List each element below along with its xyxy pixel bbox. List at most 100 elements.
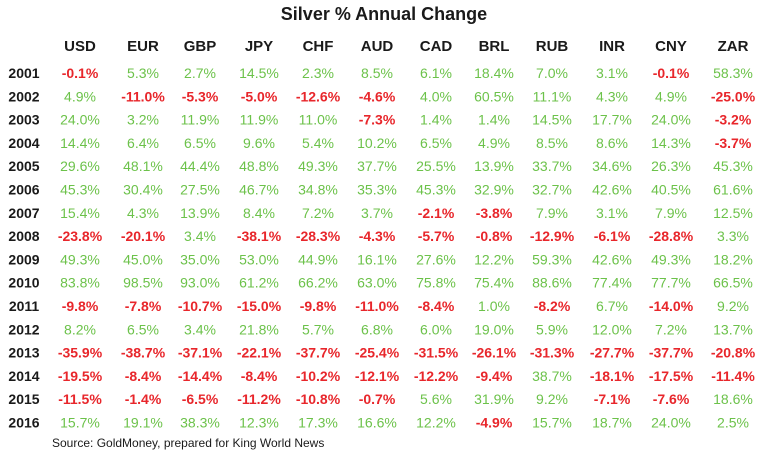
cell-2012-inr: 12.0% bbox=[592, 321, 632, 337]
cell-2008-cny: -28.8% bbox=[649, 228, 694, 244]
row-year-2012: 2012 bbox=[8, 321, 39, 337]
cell-2003-cny: 24.0% bbox=[651, 112, 691, 128]
column-header-inr: INR bbox=[599, 38, 625, 55]
cell-2014-aud: -12.1% bbox=[355, 368, 400, 384]
cell-2014-eur: -8.4% bbox=[125, 368, 162, 384]
cell-2007-eur: 4.3% bbox=[127, 205, 159, 221]
cell-2010-cad: 75.8% bbox=[416, 275, 456, 291]
cell-2006-eur: 30.4% bbox=[123, 182, 163, 198]
row-year-2003: 2003 bbox=[8, 112, 39, 128]
cell-2004-chf: 5.4% bbox=[302, 135, 334, 151]
cell-2001-chf: 2.3% bbox=[302, 65, 334, 81]
cell-2011-cny: -14.0% bbox=[649, 298, 694, 314]
cell-2011-usd: -9.8% bbox=[62, 298, 99, 314]
cell-2003-cad: 1.4% bbox=[420, 112, 452, 128]
row-year-2002: 2002 bbox=[8, 88, 39, 104]
cell-2002-eur: -11.0% bbox=[121, 88, 165, 104]
cell-2002-cny: 4.9% bbox=[655, 88, 687, 104]
cell-2009-inr: 42.6% bbox=[592, 251, 632, 267]
cell-2011-chf: -9.8% bbox=[300, 298, 337, 314]
cell-2004-cny: 14.3% bbox=[651, 135, 691, 151]
cell-2008-eur: -20.1% bbox=[121, 228, 166, 244]
cell-2015-eur: -1.4% bbox=[125, 391, 162, 407]
cell-2002-jpy: -5.0% bbox=[241, 88, 278, 104]
cell-2010-usd: 83.8% bbox=[60, 275, 100, 291]
cell-2001-rub: 7.0% bbox=[536, 65, 568, 81]
column-header-zar: ZAR bbox=[718, 38, 749, 55]
column-header-gbp: GBP bbox=[184, 38, 217, 55]
cell-2009-rub: 59.3% bbox=[532, 251, 572, 267]
column-header-chf: CHF bbox=[303, 38, 334, 55]
cell-2002-chf: -12.6% bbox=[296, 88, 341, 104]
cell-2013-zar: -20.8% bbox=[711, 345, 756, 361]
cell-2006-jpy: 46.7% bbox=[239, 182, 279, 198]
row-year-2006: 2006 bbox=[8, 182, 39, 198]
cell-2005-jpy: 48.8% bbox=[239, 158, 279, 174]
cell-2003-inr: 17.7% bbox=[592, 112, 632, 128]
cell-2015-chf: -10.8% bbox=[296, 391, 341, 407]
cell-2010-aud: 63.0% bbox=[357, 275, 397, 291]
cell-2010-eur: 98.5% bbox=[123, 275, 163, 291]
cell-2002-usd: 4.9% bbox=[64, 88, 96, 104]
cell-2004-jpy: 9.6% bbox=[243, 135, 275, 151]
cell-2013-cad: -31.5% bbox=[414, 345, 459, 361]
cell-2005-cny: 26.3% bbox=[651, 158, 691, 174]
cell-2004-cad: 6.5% bbox=[420, 135, 452, 151]
cell-2010-gbp: 93.0% bbox=[180, 275, 220, 291]
cell-2015-jpy: -11.2% bbox=[237, 391, 281, 407]
cell-2014-inr: -18.1% bbox=[590, 368, 635, 384]
cell-2004-rub: 8.5% bbox=[536, 135, 568, 151]
row-year-2007: 2007 bbox=[8, 205, 39, 221]
cell-2007-jpy: 8.4% bbox=[243, 205, 275, 221]
cell-2002-zar: -25.0% bbox=[711, 88, 756, 104]
cell-2007-gbp: 13.9% bbox=[180, 205, 220, 221]
column-header-cny: CNY bbox=[655, 38, 687, 55]
cell-2012-gbp: 3.4% bbox=[184, 321, 216, 337]
cell-2008-brl: -0.8% bbox=[476, 228, 513, 244]
cell-2003-zar: -3.2% bbox=[715, 112, 752, 128]
column-header-jpy: JPY bbox=[245, 38, 273, 55]
cell-2006-zar: 61.6% bbox=[713, 182, 753, 198]
cell-2008-cad: -5.7% bbox=[418, 228, 455, 244]
cell-2005-eur: 48.1% bbox=[123, 158, 163, 174]
cell-2008-rub: -12.9% bbox=[530, 228, 575, 244]
cell-2004-gbp: 6.5% bbox=[184, 135, 216, 151]
cell-2002-cad: 4.0% bbox=[420, 88, 452, 104]
cell-2010-brl: 75.4% bbox=[474, 275, 514, 291]
cell-2014-cny: -17.5% bbox=[649, 368, 694, 384]
column-header-cad: CAD bbox=[420, 38, 453, 55]
cell-2016-brl: -4.9% bbox=[476, 415, 513, 431]
cell-2003-brl: 1.4% bbox=[478, 112, 510, 128]
cell-2013-chf: -37.7% bbox=[296, 345, 341, 361]
cell-2013-brl: -26.1% bbox=[472, 345, 517, 361]
cell-2005-cad: 25.5% bbox=[416, 158, 456, 174]
cell-2016-rub: 15.7% bbox=[532, 415, 572, 431]
cell-2011-inr: 6.7% bbox=[596, 298, 628, 314]
cell-2004-brl: 4.9% bbox=[478, 135, 510, 151]
cell-2012-zar: 13.7% bbox=[713, 321, 753, 337]
row-year-2009: 2009 bbox=[8, 251, 39, 267]
row-year-2008: 2008 bbox=[8, 228, 39, 244]
cell-2008-usd: -23.8% bbox=[58, 228, 103, 244]
cell-2013-jpy: -22.1% bbox=[237, 345, 282, 361]
cell-2015-cad: 5.6% bbox=[420, 391, 452, 407]
cell-2015-brl: 31.9% bbox=[474, 391, 514, 407]
cell-2002-brl: 60.5% bbox=[474, 88, 514, 104]
cell-2016-inr: 18.7% bbox=[592, 415, 632, 431]
cell-2011-gbp: -10.7% bbox=[178, 298, 223, 314]
cell-2008-jpy: -38.1% bbox=[237, 228, 282, 244]
cell-2007-usd: 15.4% bbox=[60, 205, 100, 221]
cell-2006-chf: 34.8% bbox=[298, 182, 338, 198]
cell-2016-chf: 17.3% bbox=[298, 415, 338, 431]
cell-2003-jpy: 11.9% bbox=[240, 112, 279, 128]
cell-2011-eur: -7.8% bbox=[125, 298, 162, 314]
cell-2005-rub: 33.7% bbox=[532, 158, 572, 174]
cell-2005-brl: 13.9% bbox=[474, 158, 514, 174]
cell-2007-aud: 3.7% bbox=[361, 205, 393, 221]
cell-2002-gbp: -5.3% bbox=[182, 88, 219, 104]
cell-2011-rub: -8.2% bbox=[534, 298, 571, 314]
cell-2001-gbp: 2.7% bbox=[184, 65, 216, 81]
cell-2001-jpy: 14.5% bbox=[239, 65, 279, 81]
cell-2002-aud: -4.6% bbox=[359, 88, 396, 104]
cell-2016-gbp: 38.3% bbox=[180, 415, 220, 431]
